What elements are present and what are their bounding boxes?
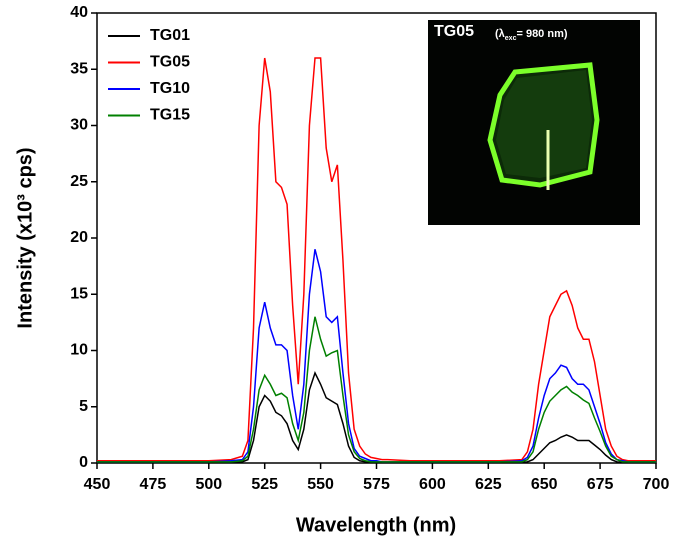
caption-part: (λ <box>495 28 505 40</box>
series-line <box>97 57 656 462</box>
y-tick-label: 5 <box>79 398 88 415</box>
series-line <box>97 249 656 463</box>
legend-label: TG05 <box>150 54 190 71</box>
legend-label: TG10 <box>150 80 190 97</box>
series-line <box>97 371 656 464</box>
y-axis-label: Intensity (x10³ cps) <box>14 147 36 328</box>
x-tick-label: 525 <box>251 476 278 493</box>
y-tick-label: 30 <box>70 117 88 134</box>
inset-photo: TG05 (λexc= 980 nm) <box>428 20 640 225</box>
x-tick-label: 550 <box>307 476 334 493</box>
crystal-face <box>496 70 592 178</box>
x-tick-label: 600 <box>419 476 446 493</box>
y-tick-label: 25 <box>70 173 88 190</box>
y-tick-label: 40 <box>70 4 88 21</box>
y-tick-label: 15 <box>70 285 88 302</box>
inset-title: TG05 <box>434 23 474 40</box>
y-tick-label: 20 <box>70 229 88 246</box>
x-tick-label: 675 <box>587 476 614 493</box>
x-axis-label: Wavelength (nm) <box>296 514 456 536</box>
y-tick-label: 35 <box>70 60 88 77</box>
caption-part: = 980 nm) <box>516 28 567 40</box>
y-tick-label: 0 <box>79 454 88 471</box>
inset-caption: (λexc= 980 nm) <box>495 28 568 42</box>
x-tick-label: 475 <box>140 476 167 493</box>
x-tick-label: 625 <box>475 476 502 493</box>
x-tick-label: 450 <box>84 476 111 493</box>
caption-sub: exc <box>505 35 517 42</box>
x-tick-label: 700 <box>643 476 670 493</box>
x-tick-label: 500 <box>195 476 222 493</box>
series-line <box>97 316 656 463</box>
x-tick-label: 650 <box>531 476 558 493</box>
y-tick-label: 10 <box>70 342 88 359</box>
legend-label: TG01 <box>150 27 190 44</box>
x-tick-label: 575 <box>363 476 390 493</box>
legend-label: TG15 <box>150 107 190 124</box>
